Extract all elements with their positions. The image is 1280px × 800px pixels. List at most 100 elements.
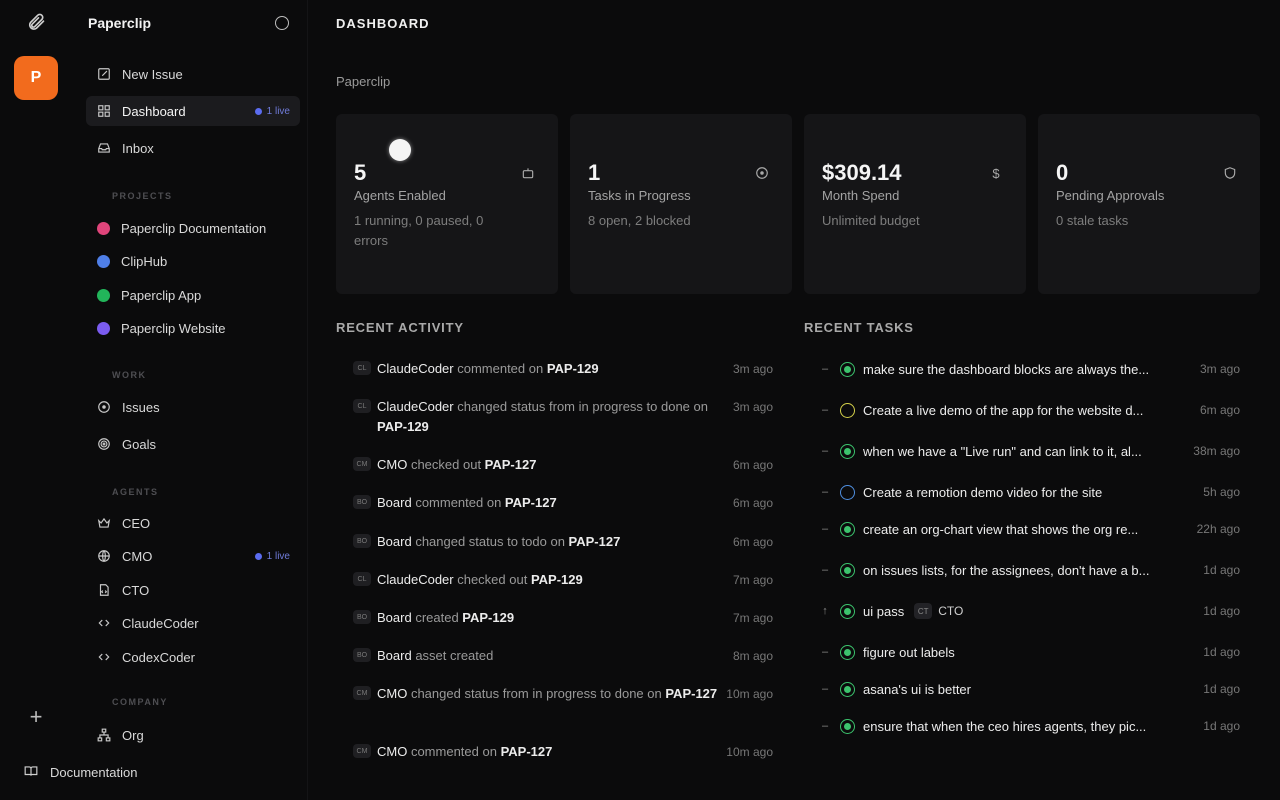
sidebar-item-agent-ceo[interactable]: CEO [86, 508, 300, 538]
activity-row[interactable]: CL ClaudeCoder changed status from in pro… [353, 397, 773, 437]
activity-action: checked out [407, 457, 485, 472]
task-time: 1d ago [1203, 682, 1240, 696]
task-title: make sure the dashboard blocks are alway… [863, 361, 1150, 377]
priority-icon: – [821, 445, 829, 457]
stat-card-agents[interactable]: 5 Agents Enabled 1 running, 0 paused, 0 … [336, 114, 558, 294]
activity-action: commented on [407, 744, 501, 759]
task-time: 38m ago [1193, 444, 1240, 458]
sidebar-item-agent-claudecoder[interactable]: ClaudeCoder [86, 608, 300, 638]
task-row[interactable]: – Create a live demo of the app for the w… [820, 399, 1240, 421]
priority-icon: – [821, 564, 829, 576]
activity-row[interactable]: BO Board changed status to todo on PAP-12… [353, 532, 773, 552]
activity-row[interactable]: CL ClaudeCoder commented on PAP-129 3m ago [353, 359, 773, 379]
activity-action: asset created [411, 648, 494, 663]
sidebar-item-dashboard[interactable]: Dashboard 1 live [86, 96, 300, 126]
agent-label: CodexCoder [122, 649, 195, 665]
org-label: Org [122, 727, 144, 743]
status-icon[interactable] [840, 718, 855, 734]
project-label: Paperclip Website [121, 320, 226, 336]
priority-icon: – [821, 523, 829, 535]
activity-text: Board asset created [377, 646, 722, 666]
sidebar-item-agent-cto[interactable]: CTO [86, 575, 300, 605]
stat-card-spend[interactable]: $309.14 Month Spend Unlimited budget $ [804, 114, 1026, 294]
globe-icon [96, 548, 112, 564]
company-avatar[interactable]: P [14, 56, 58, 100]
sidebar-item-project[interactable]: Paperclip App [86, 280, 300, 310]
stat-value: 1 [588, 160, 601, 185]
activity-row[interactable]: BO Board commented on PAP-127 6m ago [353, 493, 773, 513]
activity-time: 6m ago [732, 535, 773, 549]
issue-link[interactable]: PAP-129 [462, 610, 515, 625]
activity-row[interactable]: BO Board asset created 8m ago [353, 646, 773, 666]
stat-card-approvals[interactable]: 0 Pending Approvals 0 stale tasks [1038, 114, 1260, 294]
task-row[interactable]: – create an org-chart view that shows the… [820, 518, 1240, 540]
issue-link[interactable]: PAP-127 [504, 495, 557, 510]
issue-link[interactable]: PAP-127 [484, 457, 537, 472]
task-row[interactable]: – asana's ui is better 1d ago [820, 678, 1240, 700]
activity-time: 7m ago [732, 573, 773, 587]
activity-row[interactable]: CM CMO checked out PAP-127 6m ago [353, 455, 773, 475]
documentation-link[interactable]: Documentation [24, 764, 137, 781]
sidebar-item-issues[interactable]: Issues [86, 392, 300, 422]
activity-action: changed status from in progress to done … [453, 399, 708, 414]
agent-avatar: BO [353, 534, 371, 548]
task-row[interactable]: – on issues lists, for the assignees, don… [820, 559, 1240, 581]
search-icon[interactable] [275, 16, 289, 30]
status-icon[interactable] [840, 402, 855, 418]
new-issue-button[interactable]: New Issue [86, 59, 300, 89]
task-row[interactable]: – when we have a "Live run" and can link … [820, 440, 1240, 462]
task-time: 22h ago [1196, 522, 1240, 536]
task-row[interactable]: ↑ ui pass CT CTO 1d ago [820, 600, 1240, 622]
status-icon[interactable] [840, 644, 855, 660]
activity-action: changed status from in progress to done … [407, 686, 666, 701]
activity-row[interactable]: CM CMO commented on PAP-127 10m ago [353, 742, 773, 762]
add-company-icon[interactable]: + [29, 704, 43, 729]
agent-avatar: CM [353, 744, 371, 758]
task-assignee[interactable]: CT CTO [914, 603, 963, 619]
sidebar-item-project[interactable]: Paperclip Documentation [86, 213, 300, 243]
issue-link[interactable]: PAP-129 [530, 572, 583, 587]
status-icon[interactable] [840, 681, 855, 697]
live-dot [254, 552, 262, 560]
activity-row[interactable]: CL ClaudeCoder checked out PAP-129 7m ago [353, 570, 773, 590]
sidebar-item-agent-codexcoder[interactable]: CodexCoder [86, 642, 300, 672]
sidebar-item-goals[interactable]: Goals [86, 429, 300, 459]
task-row[interactable]: – Create a remotion demo video for the si… [820, 481, 1240, 503]
sidebar-item-inbox[interactable]: Inbox [86, 133, 300, 163]
projects-section-label: PROJECTS [112, 191, 173, 201]
book-icon [24, 764, 40, 781]
status-icon[interactable] [840, 361, 855, 377]
project-label: ClipHub [121, 253, 168, 269]
task-row[interactable]: – figure out labels 1d ago [820, 641, 1240, 663]
documentation-label: Documentation [50, 765, 138, 780]
status-icon[interactable] [840, 443, 855, 459]
activity-text: ClaudeCoder checked out PAP-129 [377, 570, 722, 590]
status-icon[interactable] [840, 562, 855, 578]
issue-link[interactable]: PAP-127 [568, 534, 621, 549]
issue-link[interactable]: PAP-127 [665, 686, 718, 701]
activity-time: 3m ago [732, 362, 773, 376]
issue-link[interactable]: PAP-129 [377, 419, 429, 434]
status-icon[interactable] [840, 521, 855, 537]
sidebar-item-org[interactable]: Org [86, 720, 300, 750]
status-icon[interactable] [840, 484, 855, 500]
sidebar-item-project[interactable]: ClipHub [86, 246, 300, 276]
activity-actor: ClaudeCoder [377, 361, 454, 376]
task-title: ui pass [863, 603, 905, 619]
project-color-dot [97, 221, 110, 235]
issue-link[interactable]: PAP-127 [500, 744, 553, 759]
agent-avatar: CL [353, 572, 371, 586]
activity-row[interactable]: CM CMO changed status from in progress to… [353, 684, 773, 704]
inbox-icon [96, 140, 112, 156]
status-icon[interactable] [840, 603, 855, 619]
activity-row[interactable]: BO Board created PAP-129 7m ago [353, 608, 773, 628]
sidebar-item-agent-cmo[interactable]: CMO 1 live [86, 541, 300, 571]
stat-card-tasks[interactable]: 1 Tasks in Progress 8 open, 2 blocked [570, 114, 792, 294]
sidebar-item-project[interactable]: Paperclip Website [86, 313, 300, 343]
agent-label: ClaudeCoder [122, 615, 199, 631]
task-row[interactable]: – ensure that when the ceo hires agents, … [820, 715, 1240, 737]
issue-link[interactable]: PAP-129 [546, 361, 599, 376]
goals-label: Goals [122, 436, 156, 452]
task-row[interactable]: – make sure the dashboard blocks are alwa… [820, 358, 1240, 380]
agent-label: CEO [122, 515, 151, 531]
